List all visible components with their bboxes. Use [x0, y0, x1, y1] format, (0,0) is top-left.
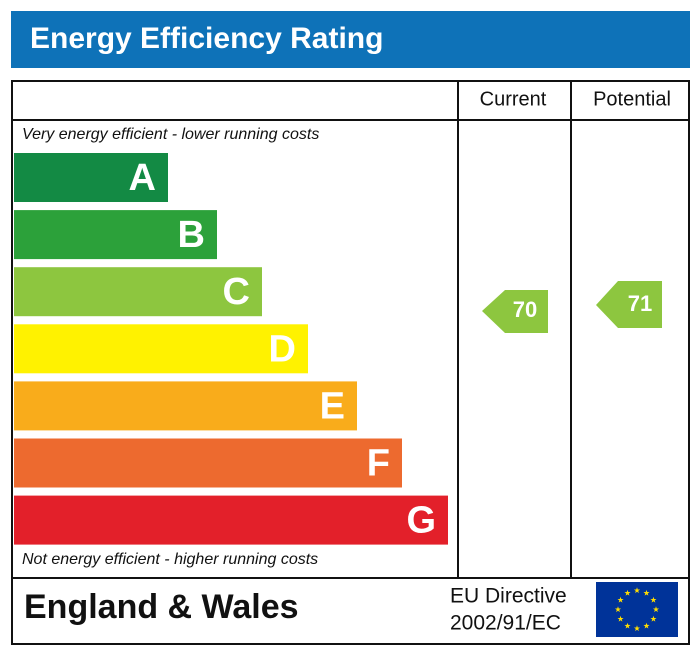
- eu-star: [633, 625, 641, 632]
- eu-star: [650, 615, 657, 622]
- current-rating: 70: [513, 297, 537, 322]
- current-arrow: [482, 290, 548, 333]
- eu-star: [650, 596, 657, 603]
- eu-star: [643, 589, 650, 596]
- potential-rating: 71: [628, 291, 652, 316]
- column-header: Current: [480, 88, 547, 110]
- eu-star: [617, 615, 624, 622]
- eu-star: [624, 589, 631, 596]
- region: England & Wales: [24, 588, 299, 626]
- band-letter: B: [178, 214, 205, 256]
- band-bar: [14, 153, 168, 202]
- bottom-note: Not energy efficient - higher running co…: [22, 551, 318, 568]
- eu-star: [614, 606, 622, 613]
- eu-star: [617, 596, 624, 603]
- band-letter: G: [406, 500, 436, 542]
- eu-star: [643, 622, 650, 629]
- band-letter: C: [223, 271, 250, 313]
- band-letter: A: [129, 157, 156, 199]
- band-bar: [14, 267, 262, 317]
- band-bar: [14, 381, 357, 431]
- title: Energy Efficiency Rating: [30, 22, 383, 55]
- frame: [11, 80, 690, 645]
- band-bar: [14, 495, 448, 545]
- eu-star: [624, 622, 631, 629]
- band-bar: [14, 324, 308, 374]
- title-bar: [11, 11, 690, 68]
- band-bar: [14, 438, 402, 488]
- band-letter: E: [320, 385, 345, 427]
- band-bar: [14, 210, 217, 260]
- band-letter: D: [269, 328, 296, 370]
- directive-code: 2002/91/EC: [450, 612, 561, 635]
- band-letter: F: [367, 443, 390, 485]
- eu-star: [633, 587, 641, 594]
- eu-star: [652, 606, 660, 613]
- column-header: Potential: [593, 88, 671, 110]
- directive-label: EU Directive: [450, 585, 567, 608]
- potential-arrow: [596, 281, 662, 328]
- top-note: Very energy efficient - lower running co…: [22, 126, 319, 143]
- eu-stars: [614, 587, 660, 632]
